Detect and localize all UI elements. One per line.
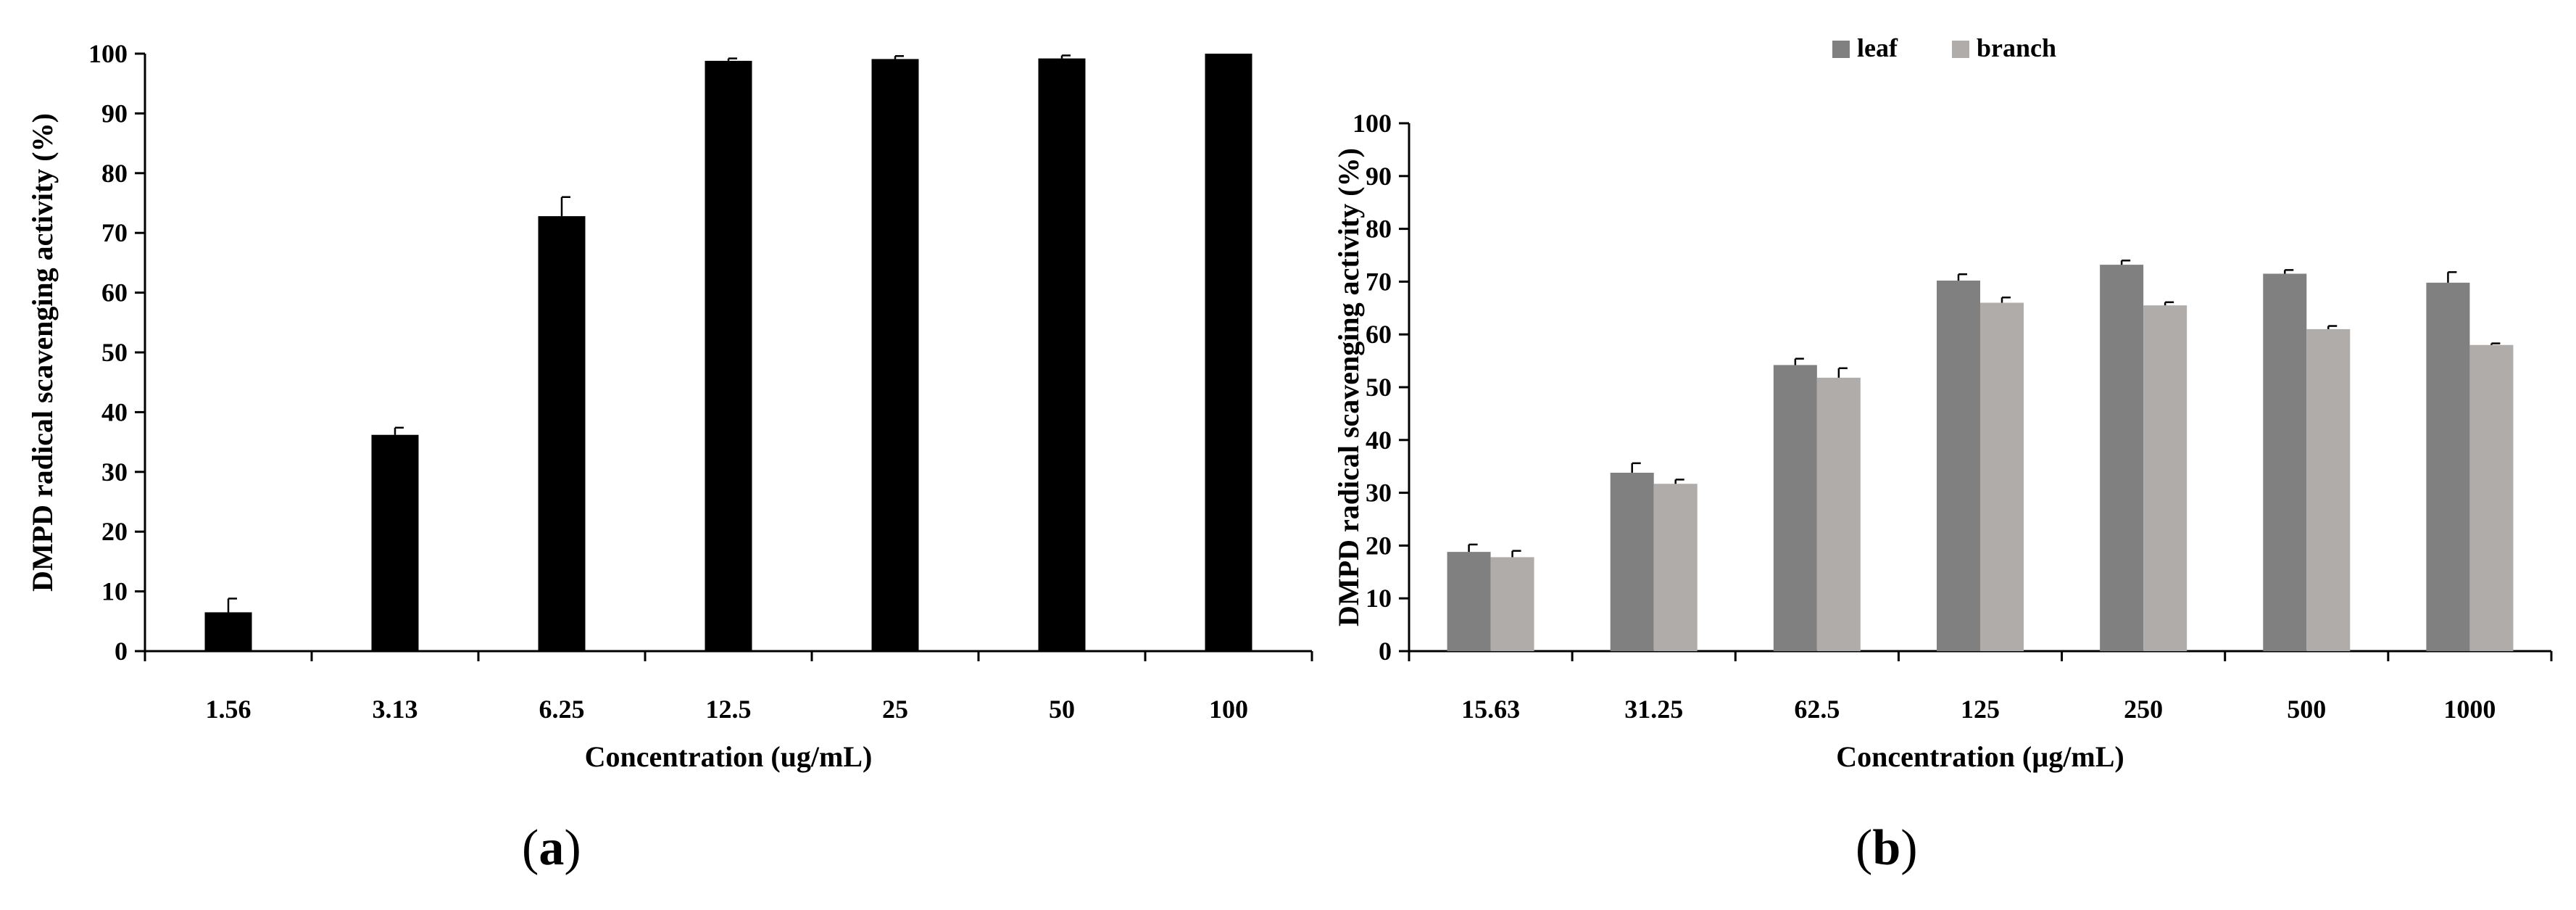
chart-b-bar xyxy=(1937,280,1980,651)
chart-b-bar xyxy=(1653,484,1698,651)
chart-a-x-tick-label: 100 xyxy=(1209,695,1248,724)
chart-a-x-tick-label: 50 xyxy=(1049,695,1075,724)
chart-b-legend-label: branch xyxy=(1977,33,2056,62)
chart-b-bar xyxy=(1773,365,1817,651)
chart-b-y-tick-label: 70 xyxy=(1366,267,1392,296)
chart-a-y-tick-label: 60 xyxy=(101,278,128,307)
chart-b-y-tick-label: 100 xyxy=(1353,109,1392,138)
chart-b-bar xyxy=(2100,265,2144,651)
chart-b: 0 10 20 30 40 50 60 70 80 90 100 15.63 31.25 62.5 125 2… xyxy=(1332,33,2553,773)
panel-label-a: (a) xyxy=(522,820,581,876)
chart-a-y-tick-label: 90 xyxy=(101,99,128,128)
chart-b-bar xyxy=(1490,557,1534,651)
chart-a-y-axis-title: DMPD radical scavenging activity (%) xyxy=(26,113,59,592)
chart-b-bar xyxy=(2263,273,2307,652)
chart-a-y-tick-label: 10 xyxy=(101,577,128,606)
chart-b-bar xyxy=(1980,302,2024,651)
chart-a-x-tick-label: 6.25 xyxy=(539,695,585,724)
chart-a-x-tick-label: 1.56 xyxy=(206,695,252,724)
chart-b-y-tick-label: 0 xyxy=(1379,637,1392,666)
chart-b-bar xyxy=(2426,282,2470,651)
chart-a-x-tick-label: 25 xyxy=(882,695,908,724)
chart-b-x-tick-label: 250 xyxy=(2124,695,2163,724)
chart-a-y-tick-label: 40 xyxy=(101,397,128,426)
chart-a-bar xyxy=(1205,54,1252,651)
chart-a-x-tick-label: 3.13 xyxy=(373,695,418,724)
chart-a-x-tick-label: 12.5 xyxy=(706,695,752,724)
chart-b-y-tick-label: 50 xyxy=(1366,373,1392,402)
chart-a-bar xyxy=(705,60,752,651)
chart-a-x-axis-title: Concentration (ug/mL) xyxy=(585,740,873,773)
chart-b-bar xyxy=(1447,552,1491,651)
chart-b-bar xyxy=(2306,328,2351,651)
chart-b-x-tick-label: 125 xyxy=(1961,695,2000,724)
chart-a: 0 10 20 30 40 50 60 70 80 90 100 1.56 3.13 6.25 12.5 25… xyxy=(26,39,1313,773)
chart-a-y-tick-label: 30 xyxy=(101,458,128,487)
chart-b-x-tick-label: 62.5 xyxy=(1794,695,1840,724)
chart-a-y-tick-label: 20 xyxy=(101,517,128,546)
chart-a-bar xyxy=(1038,58,1086,652)
chart-a-y-tick-label: 0 xyxy=(115,637,128,666)
chart-a-bar xyxy=(371,434,419,651)
chart-b-bar xyxy=(2469,344,2514,651)
panel-label-b: (b) xyxy=(1856,820,1918,876)
panel-label-b-text: b xyxy=(1872,820,1901,876)
chart-a-bar xyxy=(871,59,919,651)
chart-b-bar xyxy=(1610,472,1654,651)
chart-a-bar xyxy=(538,216,586,651)
chart-b-legend-swatch xyxy=(1832,41,1850,58)
chart-b-bar xyxy=(1816,377,1861,651)
panel-label-a-text: a xyxy=(539,820,565,876)
chart-b-x-tick-label: 1000 xyxy=(2443,695,2496,724)
chart-a-y-tick-label: 70 xyxy=(101,218,128,247)
chart-b-y-tick-label: 90 xyxy=(1366,162,1392,191)
chart-b-legend-swatch xyxy=(1952,41,1969,58)
chart-a-y-tick-label: 50 xyxy=(101,338,128,367)
chart-b-y-tick-label: 20 xyxy=(1366,531,1392,560)
chart-b-y-tick-label: 10 xyxy=(1366,584,1392,613)
chart-b-legend-label: leaf xyxy=(1857,33,1898,62)
chart-b-x-tick-label: 500 xyxy=(2287,695,2326,724)
chart-b-y-axis-title: DMPD radical scavenging activity (%) xyxy=(1332,148,1365,626)
chart-b-x-axis-title: Concentration (µg/mL) xyxy=(1836,740,2124,773)
chart-b-y-tick-label: 30 xyxy=(1366,479,1392,508)
chart-b-x-tick-label: 31.25 xyxy=(1624,695,1683,724)
chart-b-y-tick-label: 60 xyxy=(1366,320,1392,349)
chart-a-bar xyxy=(204,612,252,651)
chart-b-x-tick-label: 15.63 xyxy=(1461,695,1520,724)
chart-b-y-tick-label: 40 xyxy=(1366,426,1392,455)
chart-b-bar xyxy=(2143,305,2187,651)
chart-a-y-tick-label: 80 xyxy=(101,159,128,188)
chart-a-y-tick-label: 100 xyxy=(88,39,128,68)
chart-b-y-tick-label: 80 xyxy=(1366,215,1392,244)
